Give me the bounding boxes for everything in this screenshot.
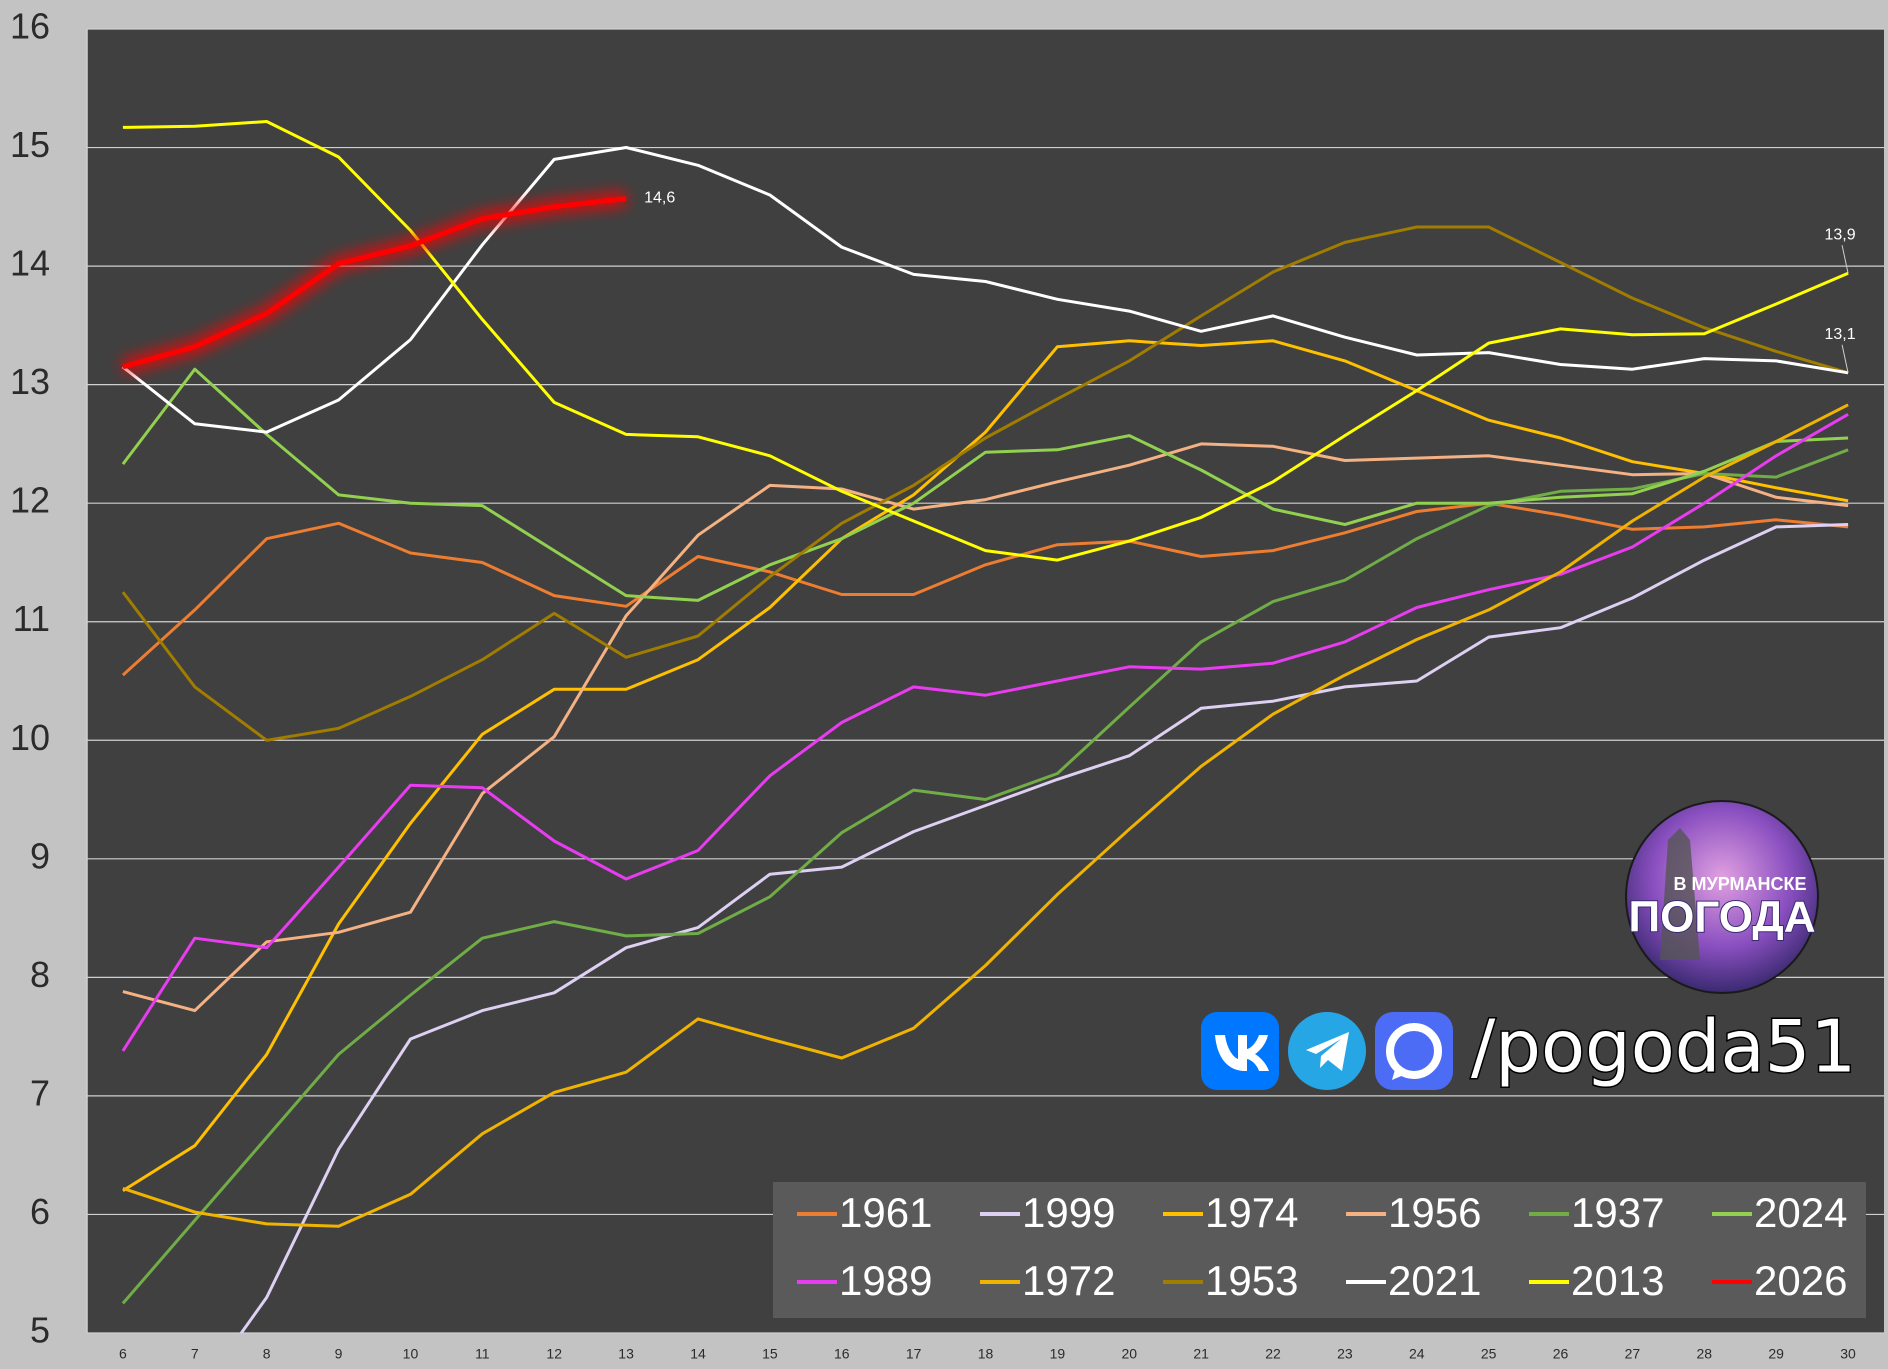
- y-tick-label: 6: [30, 1191, 50, 1232]
- x-tick-label: 23: [1337, 1346, 1353, 1362]
- y-tick-label: 5: [30, 1310, 50, 1351]
- series-line: [121, 367, 1849, 602]
- x-tick-label: 18: [978, 1346, 994, 1362]
- data-label: 13,9: [1824, 226, 1855, 243]
- logo-text: ПОГОДА: [1629, 893, 1816, 942]
- social-icons: /pogoda51: [1201, 1003, 1858, 1090]
- legend-label: 1974: [1205, 1189, 1298, 1236]
- x-tick-label: 28: [1697, 1346, 1713, 1362]
- series-line: [121, 146, 1849, 434]
- y-tick-label: 11: [13, 598, 50, 639]
- y-tick-label: 14: [10, 243, 50, 284]
- series-line: [122, 120, 1849, 562]
- x-tick-label: 10: [403, 1346, 419, 1362]
- data-label: 13,1: [1824, 326, 1855, 343]
- legend-label: 1937: [1571, 1189, 1664, 1236]
- series-line: [122, 442, 1849, 1013]
- legend-label: 2026: [1754, 1257, 1847, 1304]
- x-tick-label: 20: [1121, 1346, 1137, 1362]
- plot-area: [87, 29, 1884, 1333]
- y-tick-label: 16: [10, 6, 50, 47]
- y-tick-label: 13: [10, 361, 50, 402]
- x-tick-label: 30: [1840, 1346, 1856, 1362]
- legend-label: 2024: [1754, 1189, 1847, 1236]
- y-tick-label: 9: [30, 835, 50, 876]
- legend-label: 1953: [1205, 1257, 1298, 1304]
- y-tick-label: 10: [10, 717, 50, 758]
- x-tick-label: 21: [1193, 1346, 1209, 1362]
- legend-label: 1961: [839, 1189, 932, 1236]
- series-line: [121, 413, 1849, 1052]
- series-line: [122, 196, 627, 370]
- legend-label: 1989: [839, 1257, 932, 1304]
- logo: В МУРМАНСКЕ ПОГОДА: [1625, 800, 1819, 994]
- x-tick-label: 12: [546, 1346, 562, 1362]
- logo-text: В МУРМАНСКЕ: [1674, 874, 1807, 894]
- y-tick-label: 12: [10, 480, 50, 521]
- legend-box: [773, 1182, 1866, 1318]
- x-tick-label: 27: [1625, 1346, 1641, 1362]
- legend-label: 2013: [1571, 1257, 1664, 1304]
- x-tick-label: 14: [690, 1346, 706, 1362]
- legend-label: 2021: [1388, 1257, 1481, 1304]
- leader-line: [1841, 245, 1849, 274]
- legend-label: 1956: [1388, 1189, 1481, 1236]
- x-tick-label: 17: [906, 1346, 922, 1362]
- x-tick-label: 6: [119, 1346, 127, 1362]
- x-tick-label: 13: [618, 1346, 634, 1362]
- social-handle: /pogoda51: [1471, 1005, 1856, 1089]
- data-label: 14,6: [644, 190, 675, 207]
- series-line: [121, 501, 1849, 677]
- x-tick-label: 25: [1481, 1346, 1497, 1362]
- x-tick-label: 7: [191, 1346, 199, 1362]
- legend-label: 1999: [1022, 1189, 1115, 1236]
- x-tick-label: 16: [834, 1346, 850, 1362]
- x-tick-label: 26: [1553, 1346, 1569, 1362]
- x-tick-label: 15: [762, 1346, 778, 1362]
- series-line: [121, 225, 1849, 742]
- x-tick-label: 19: [1050, 1346, 1066, 1362]
- x-tick-label: 29: [1768, 1346, 1784, 1362]
- x-tick-label: 8: [263, 1346, 271, 1362]
- legend-label: 1972: [1022, 1257, 1115, 1304]
- x-tick-label: 24: [1409, 1346, 1425, 1362]
- series-line: [121, 448, 1849, 1305]
- x-tick-label: 9: [335, 1346, 343, 1362]
- y-tick-label: 7: [30, 1072, 50, 1113]
- x-tick-label: 22: [1265, 1346, 1281, 1362]
- series-line: [122, 339, 1849, 1192]
- x-tick-label: 11: [475, 1346, 490, 1362]
- series-line: [239, 523, 1849, 1333]
- series-line: [122, 403, 1849, 1228]
- y-tick-label: 15: [10, 124, 50, 165]
- leader-line: [1841, 344, 1849, 373]
- y-tick-label: 8: [30, 954, 50, 995]
